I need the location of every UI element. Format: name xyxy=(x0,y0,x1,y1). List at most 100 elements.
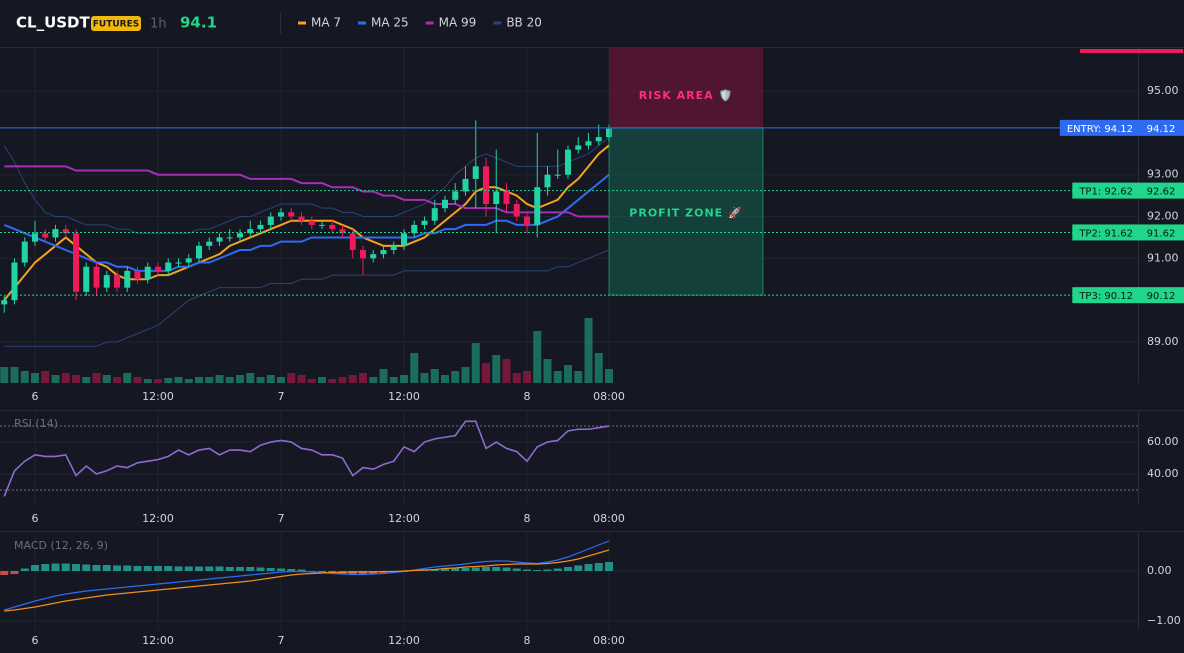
volume-bar xyxy=(523,371,531,383)
volume-bar xyxy=(420,373,429,383)
volume-bar xyxy=(328,379,337,383)
futures-badge-text: FUTURES xyxy=(93,20,139,30)
macd-histogram-bar xyxy=(0,571,9,575)
candle-body xyxy=(390,245,397,251)
candle-body xyxy=(11,262,18,301)
macd-histogram-bar xyxy=(215,566,224,571)
candle-body xyxy=(411,224,418,234)
macd-histogram-bar xyxy=(246,567,255,571)
candle-body xyxy=(155,266,161,271)
macd-histogram-bar xyxy=(61,563,70,571)
volume-bar xyxy=(41,371,50,383)
macd-histogram-bar xyxy=(451,568,460,571)
candle-body xyxy=(175,262,182,264)
moving-average xyxy=(4,165,609,218)
macd-histogram-bar xyxy=(605,562,613,571)
volume-bar xyxy=(389,377,398,383)
volume-bar xyxy=(400,375,408,383)
volume-bar xyxy=(359,373,367,383)
level-price-badge xyxy=(1138,224,1184,241)
volume-bar xyxy=(133,377,142,383)
y-tick-label: 91.00 xyxy=(1147,251,1179,264)
legend-label: MA 25 xyxy=(371,16,409,30)
candle-body xyxy=(124,270,131,288)
risk-label: RISK AREA 🛡️ xyxy=(639,89,733,102)
macd-histogram-bar xyxy=(256,567,265,571)
volume-bar xyxy=(369,377,378,383)
volume-bar xyxy=(307,379,316,383)
x-tick-label: 12:00 xyxy=(142,512,174,525)
y-tick-label: 92.00 xyxy=(1147,210,1179,223)
legend-label: MA 99 xyxy=(439,16,477,30)
candle-body xyxy=(442,199,448,209)
volume-bar xyxy=(154,379,162,383)
y-tick-label: 40.00 xyxy=(1147,467,1179,480)
volume-bar xyxy=(92,373,101,383)
volume-bar xyxy=(574,371,583,383)
volume-bar xyxy=(123,373,132,383)
candle-body xyxy=(575,145,582,150)
macd-histogram-bar xyxy=(553,568,562,571)
macd-histogram-bar xyxy=(72,564,80,571)
macd-histogram-bar xyxy=(154,566,162,571)
volume-bar xyxy=(31,373,39,383)
x-tick-label: 7 xyxy=(278,512,285,525)
y-tick-label: 89.00 xyxy=(1147,335,1179,348)
candle-body xyxy=(370,254,377,259)
x-tick-label: 08:00 xyxy=(593,390,625,403)
candle-body xyxy=(196,245,202,259)
volume-bar xyxy=(287,373,296,383)
futures-badge xyxy=(91,16,141,31)
volume-bar xyxy=(584,318,593,383)
candle-body xyxy=(585,141,592,146)
level-badge xyxy=(1072,224,1138,241)
x-tick-label: 12:00 xyxy=(142,390,174,403)
volume-bar xyxy=(297,375,306,383)
candle-body xyxy=(595,137,602,142)
macd-line xyxy=(4,540,610,611)
macd-histogram-bar xyxy=(512,568,521,571)
candle-body xyxy=(165,262,172,271)
volume-bar xyxy=(102,375,111,383)
volume-bar xyxy=(51,375,60,383)
volume-bar xyxy=(492,355,501,383)
level-badge-text: TP1: 92.62 xyxy=(1078,187,1133,198)
candle-body xyxy=(144,266,151,280)
volume-bar xyxy=(379,369,388,383)
level-badge-text: ENTRY: 94.12 xyxy=(1067,124,1133,135)
macd-histogram-bar xyxy=(164,566,173,571)
candle-body xyxy=(513,203,520,217)
x-tick-label: 8 xyxy=(524,512,531,525)
macd-histogram-bar xyxy=(471,567,480,571)
last-price: 94.1 xyxy=(180,14,217,32)
stop-marker xyxy=(1080,49,1183,53)
candle-body xyxy=(565,149,571,175)
macd-histogram-bar xyxy=(502,567,511,571)
volume-bar xyxy=(184,379,193,383)
x-tick-label: 8 xyxy=(524,634,531,647)
bollinger-lower xyxy=(4,249,610,347)
candle-body xyxy=(503,191,510,204)
candle-body xyxy=(298,216,305,221)
x-tick-label: 6 xyxy=(32,390,39,403)
rsi-line xyxy=(3,420,610,497)
candle-body xyxy=(431,208,438,221)
volume-bar xyxy=(461,367,470,383)
x-tick-label: 7 xyxy=(278,390,285,403)
candle-body xyxy=(349,233,356,251)
macd-line xyxy=(4,549,610,612)
volume-bar xyxy=(564,365,572,383)
volume-bar xyxy=(195,377,203,383)
level-badge-text: TP3: 90.12 xyxy=(1078,291,1133,302)
candle-body xyxy=(73,233,79,292)
candle-body xyxy=(226,237,233,239)
volume-bar xyxy=(410,353,419,383)
macd-histogram-bar xyxy=(205,566,214,571)
candle-body xyxy=(401,233,407,246)
candle-body xyxy=(544,174,551,188)
level-badge xyxy=(1072,182,1138,199)
macd-histogram-bar xyxy=(594,563,603,571)
legend-label: BB 20 xyxy=(506,16,542,30)
level-price-badge xyxy=(1138,119,1184,136)
volume-bar xyxy=(512,373,521,383)
